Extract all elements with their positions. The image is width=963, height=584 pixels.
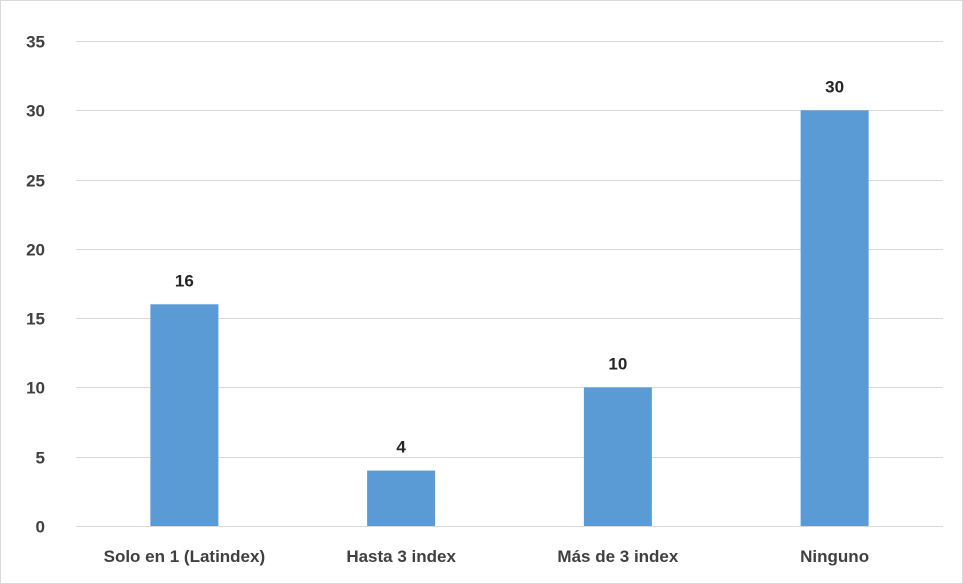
data-labels: 16 4 10 30: [175, 77, 844, 456]
data-label-4: 30: [825, 77, 844, 96]
data-label-2: 4: [396, 438, 406, 457]
x-category-label-4: Ninguno: [800, 547, 869, 566]
y-tick-label-5: 5: [36, 449, 45, 468]
x-category-label-1: Solo en 1 (Latindex): [104, 547, 266, 566]
bar-2: [367, 470, 436, 526]
y-tick-label-25: 25: [26, 172, 45, 191]
data-label-3: 10: [608, 354, 627, 373]
y-tick-label-0: 0: [36, 518, 45, 537]
y-axis-tick-labels: 0 5 10 15 20 25 30 35: [26, 33, 45, 537]
y-tick-label-35: 35: [26, 33, 45, 52]
bar-3: [583, 387, 652, 526]
data-label-1: 16: [175, 271, 194, 290]
y-tick-label-20: 20: [26, 241, 45, 260]
y-tick-label-30: 30: [26, 102, 45, 121]
x-category-label-2: Hasta 3 index: [346, 547, 456, 566]
bar-1: [150, 304, 219, 526]
x-axis-category-labels: Solo en 1 (Latindex) Hasta 3 index Más de …: [104, 547, 869, 566]
bar-4: [800, 110, 869, 527]
gridlines: [76, 41, 943, 527]
bars: [150, 110, 869, 527]
y-tick-label-15: 15: [26, 310, 45, 329]
x-category-label-3: Más de 3 index: [557, 547, 678, 566]
y-tick-label-10: 10: [26, 379, 45, 398]
